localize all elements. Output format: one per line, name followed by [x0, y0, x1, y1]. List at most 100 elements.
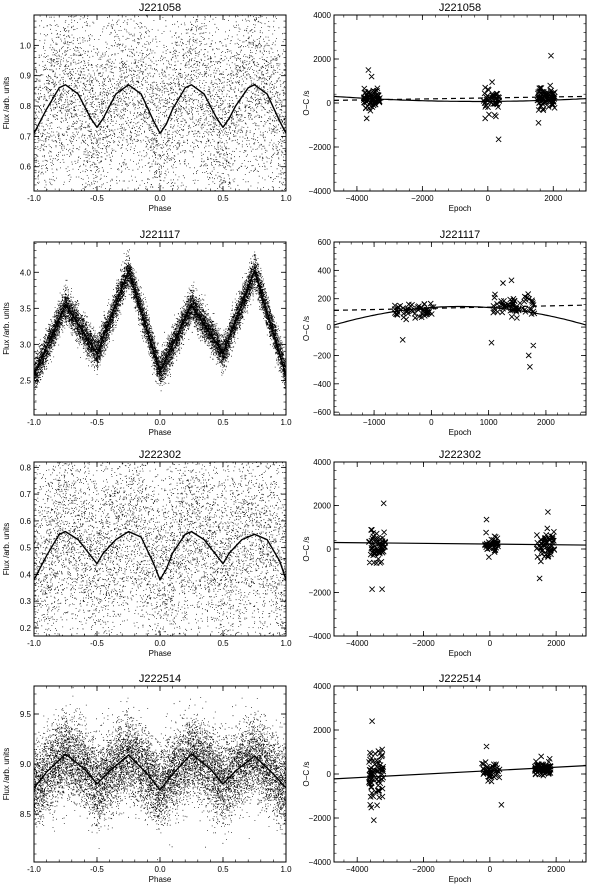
x-tick-label: −4000	[346, 639, 369, 648]
panel-lc-j221058: -1.0 -0.5 0.0 0.5 1.0 0.6 0.7 0.8 0.9 1.0 J221058 P…	[2, 2, 292, 213]
y-tick-label: 0.9	[20, 72, 32, 81]
y-tick-label: 0.8	[20, 463, 32, 472]
panel-title: J221058	[139, 2, 181, 14]
x-tick-label: 1.0	[280, 639, 292, 648]
y-tick-label: 4000	[313, 11, 331, 20]
y-axis-label: Flux /arb. units	[2, 523, 11, 575]
axes-frame	[333, 241, 587, 416]
x-tick-label: −1000	[363, 418, 386, 427]
x-tick-label: −2000	[412, 639, 435, 648]
y-tick-label: 0.5	[20, 544, 32, 553]
y-tick-label: −200	[313, 351, 332, 360]
y-tick-label: 200	[318, 295, 332, 304]
panel-lc-j222514: -1.0 -0.5 0.0 0.5 1.0 8.5 9.0 9.5 J222514 Phase Fl…	[2, 673, 292, 884]
y-tick-label: −400	[313, 380, 332, 389]
panel-title: J222514	[139, 673, 181, 685]
x-axis-label: Phase	[149, 428, 172, 437]
y-tick-label: 3.0	[20, 340, 32, 349]
x-tick-label: 1.0	[280, 418, 292, 427]
y-tick-label: 0.6	[20, 163, 32, 172]
panel-oc-j221058: −4000 −2000 0 2000 −4000 −2000 0 2000 4000 J22105…	[302, 2, 587, 213]
y-tick-label: 0.2	[20, 624, 32, 633]
y-axis-label: Flux /arb. units	[2, 77, 11, 129]
y-tick-label: −4000	[309, 632, 332, 641]
x-tick-label: -1.0	[27, 639, 41, 648]
x-tick-label: 0.5	[217, 418, 229, 427]
y-axis-label: O−C /s	[302, 761, 311, 786]
mean-lightcurve-line	[34, 270, 286, 376]
x-tick-label: -0.5	[90, 418, 104, 427]
flux-points	[34, 462, 286, 636]
linear-fit-line	[334, 765, 586, 780]
y-axis-label: Flux /arb. units	[2, 748, 11, 800]
linear-fit-line	[334, 541, 586, 546]
panel-lc-j221117: -1.0 -0.5 0.0 0.5 1.0 2.5 3.0 3.5 4.0 J221117 Phas…	[2, 229, 292, 437]
x-axis-label: Phase	[149, 204, 172, 213]
x-tick-label: 0	[488, 639, 493, 648]
plot-area	[334, 277, 586, 370]
x-tick-label: 0	[429, 418, 434, 427]
plot-area	[34, 249, 286, 402]
y-tick-label: 4000	[313, 682, 331, 691]
x-tick-label: 2000	[544, 194, 562, 203]
y-tick-label: 4000	[313, 458, 331, 467]
x-tick-label: -1.0	[27, 194, 41, 203]
y-tick-label: −2000	[309, 589, 332, 598]
y-tick-label: 600	[318, 238, 332, 247]
y-tick-label: −2000	[309, 814, 332, 823]
y-tick-label: 8.5	[20, 810, 32, 819]
oc-markers	[366, 500, 558, 593]
y-tick-label: 0.4	[20, 570, 32, 579]
plot-area	[34, 15, 286, 191]
x-tick-label: 0.5	[217, 194, 229, 203]
panel-title: J222302	[139, 449, 181, 461]
x-tick-label: 2000	[537, 418, 555, 427]
y-tick-label: 0.8	[20, 102, 32, 111]
y-axis-label: Flux /arb. units	[2, 302, 11, 354]
x-tick-label: 0.0	[154, 865, 166, 874]
y-tick-label: 2000	[313, 726, 331, 735]
x-axis-label: Epoch	[449, 428, 472, 437]
x-axis-label: Epoch	[449, 875, 472, 884]
panel-oc-j222514: −4000 −2000 0 2000 −4000 −2000 0 2000 4000 J22251…	[302, 673, 587, 884]
x-tick-label: 1.0	[280, 194, 292, 203]
linear-fit-line	[334, 304, 586, 311]
x-tick-label: 0.0	[154, 194, 166, 203]
x-tick-label: −2000	[412, 865, 435, 874]
x-tick-label: 1.0	[280, 865, 292, 874]
panel-title: J222302	[439, 449, 481, 461]
y-tick-label: 0	[327, 545, 332, 554]
y-tick-label: 2.5	[20, 376, 32, 385]
panel-oc-j222302: −4000 −2000 0 2000 −4000 −2000 0 2000 4000 J22230…	[302, 449, 587, 658]
y-axis-label: O−C /s	[302, 316, 311, 341]
y-tick-label: 3.5	[20, 304, 32, 313]
x-tick-label: −4000	[346, 865, 369, 874]
x-tick-label: 0	[486, 194, 491, 203]
plot-area	[34, 462, 286, 636]
y-tick-label: 0.7	[20, 490, 32, 499]
y-tick-label: −4000	[309, 858, 332, 867]
y-tick-label: 0.7	[20, 132, 32, 141]
y-tick-label: −600	[313, 408, 332, 417]
y-tick-label: 0	[327, 99, 332, 108]
x-tick-label: 1000	[480, 418, 498, 427]
plot-area	[334, 718, 586, 824]
x-tick-label: -1.0	[27, 418, 41, 427]
x-tick-label: −4000	[346, 194, 369, 203]
x-tick-label: 0.0	[154, 639, 166, 648]
flux-points	[34, 15, 286, 191]
y-tick-label: 4.0	[20, 268, 32, 277]
mean-lightcurve-line	[34, 84, 286, 134]
x-tick-label: 2000	[547, 639, 565, 648]
panel-title: J221058	[439, 2, 481, 14]
y-tick-label: 400	[318, 266, 332, 275]
y-tick-label: 0.6	[20, 517, 32, 526]
y-tick-label: 2000	[313, 55, 331, 64]
y-tick-label: 9.5	[20, 710, 32, 719]
y-axis-label: O−C /s	[302, 90, 311, 115]
panel-oc-j221117: −1000 0 1000 2000 −600 −400 −200 0 200 400 600 J221…	[302, 229, 587, 437]
x-axis-label: Epoch	[449, 204, 472, 213]
quadratic-fit-curve	[334, 305, 586, 326]
x-tick-label: 2000	[547, 865, 565, 874]
x-axis-label: Phase	[149, 875, 172, 884]
